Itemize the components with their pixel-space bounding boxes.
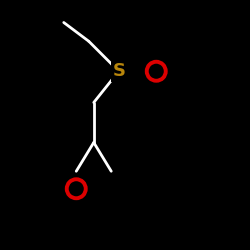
Circle shape (69, 182, 84, 196)
Circle shape (149, 64, 164, 78)
Text: S: S (112, 62, 125, 80)
